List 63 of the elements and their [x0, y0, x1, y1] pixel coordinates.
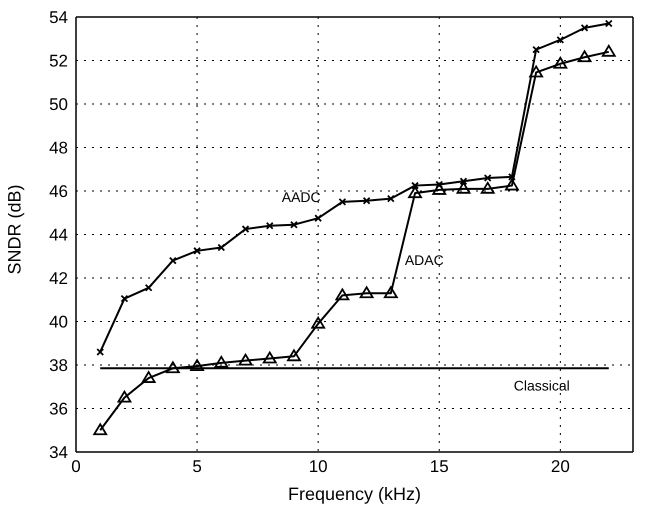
point: [311, 316, 326, 329]
point: [556, 36, 564, 44]
point: [578, 50, 592, 62]
point: [432, 183, 446, 195]
point: [290, 220, 298, 229]
point: [580, 24, 588, 32]
x-tick-label: 10: [308, 457, 328, 476]
x-tick-label: 5: [192, 457, 202, 476]
point: [335, 288, 350, 300]
point: [456, 182, 470, 194]
point: [193, 246, 201, 255]
point: [480, 182, 495, 194]
y-tick-label: 48: [49, 138, 68, 158]
point: [553, 56, 568, 69]
point: [484, 174, 492, 182]
point: [190, 359, 204, 371]
series-label: AADC: [282, 188, 321, 205]
y-tick-label: 34: [49, 443, 68, 462]
x-tick-label: 15: [430, 457, 449, 476]
point: [120, 294, 128, 303]
x-axis-title: Frequency (kHz): [288, 484, 422, 504]
point: [604, 20, 613, 28]
point: [144, 284, 153, 292]
point: [602, 44, 616, 57]
y-tick-label: 50: [49, 95, 68, 114]
x-tick-label: 0: [71, 457, 81, 476]
point: [411, 182, 419, 190]
point: [217, 244, 226, 252]
point: [287, 349, 301, 362]
point: [242, 225, 250, 233]
point: [460, 177, 468, 186]
point: [166, 361, 180, 374]
point: [168, 256, 177, 264]
point: [386, 194, 395, 203]
point: [238, 354, 252, 366]
point: [384, 286, 398, 298]
y-tick-label: 42: [49, 269, 68, 288]
point: [93, 423, 108, 436]
point: [408, 186, 422, 198]
y-tick-label: 38: [49, 356, 68, 376]
point: [314, 214, 322, 222]
y-tick-label: 52: [49, 52, 68, 71]
point: [338, 198, 346, 206]
series-label: ADAC: [404, 252, 444, 268]
point: [214, 356, 228, 368]
series-label: Classical: [514, 377, 570, 394]
point: [362, 196, 371, 205]
y-tick-label: 54: [49, 8, 68, 28]
y-tick-label: 44: [49, 226, 68, 245]
point: [142, 371, 156, 383]
y-tick-label: 40: [49, 312, 68, 332]
x-tick-label: 20: [550, 457, 570, 476]
point: [532, 46, 540, 54]
y-tick-label: 36: [49, 400, 68, 419]
y-tick-label: 46: [49, 182, 68, 202]
point: [266, 222, 274, 230]
point: [96, 348, 104, 356]
point: [508, 172, 516, 181]
point: [262, 352, 277, 364]
point: [118, 390, 132, 403]
point: [505, 178, 519, 190]
point: [360, 286, 374, 298]
point: [529, 66, 544, 78]
